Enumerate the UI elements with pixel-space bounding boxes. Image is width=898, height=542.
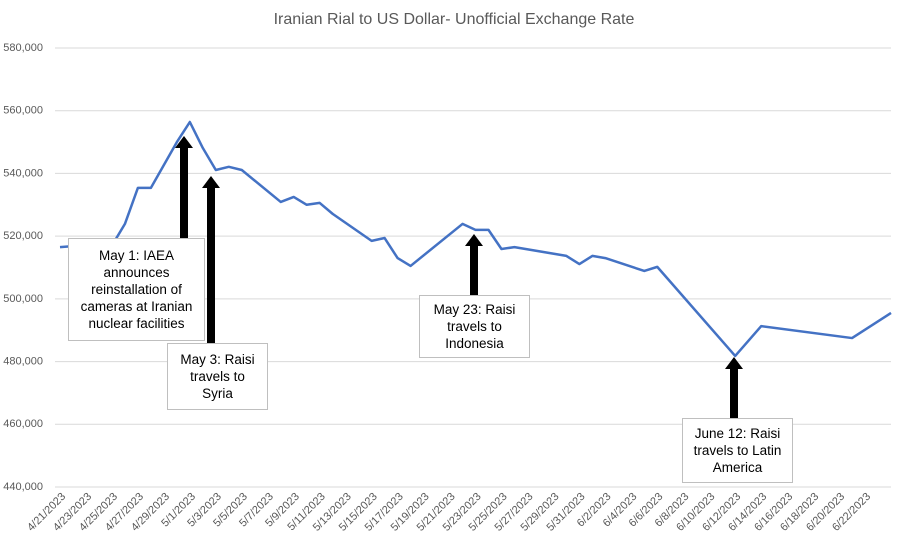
y-tick-label: 500,000 (3, 293, 43, 305)
y-tick-label: 560,000 (3, 105, 43, 117)
y-tick-label: 540,000 (3, 167, 43, 179)
y-tick-label: 520,000 (3, 230, 43, 242)
annotation: June 12: Raisi travels to Latin America (682, 418, 793, 483)
line (59, 120, 892, 358)
arrow (465, 234, 483, 296)
arrow (725, 357, 743, 419)
y-tick-label: 440,000 (3, 481, 43, 493)
y-tick-label: 460,000 (3, 418, 43, 430)
chart-title: Iranian Rial to US Dollar- Unofficial Ex… (274, 11, 635, 28)
annotation: May 1: IAEA announces reinstallation of … (68, 238, 205, 341)
annotation: May 23: Raisi travels to Indonesia (419, 295, 530, 358)
y-tick-label: 580,000 (3, 42, 43, 54)
y-tick-label: 480,000 (3, 355, 43, 367)
arrow (175, 136, 193, 239)
annotation: May 3: Raisi travels to Syria (167, 343, 268, 410)
arrow (202, 176, 220, 344)
arrows (175, 136, 743, 419)
